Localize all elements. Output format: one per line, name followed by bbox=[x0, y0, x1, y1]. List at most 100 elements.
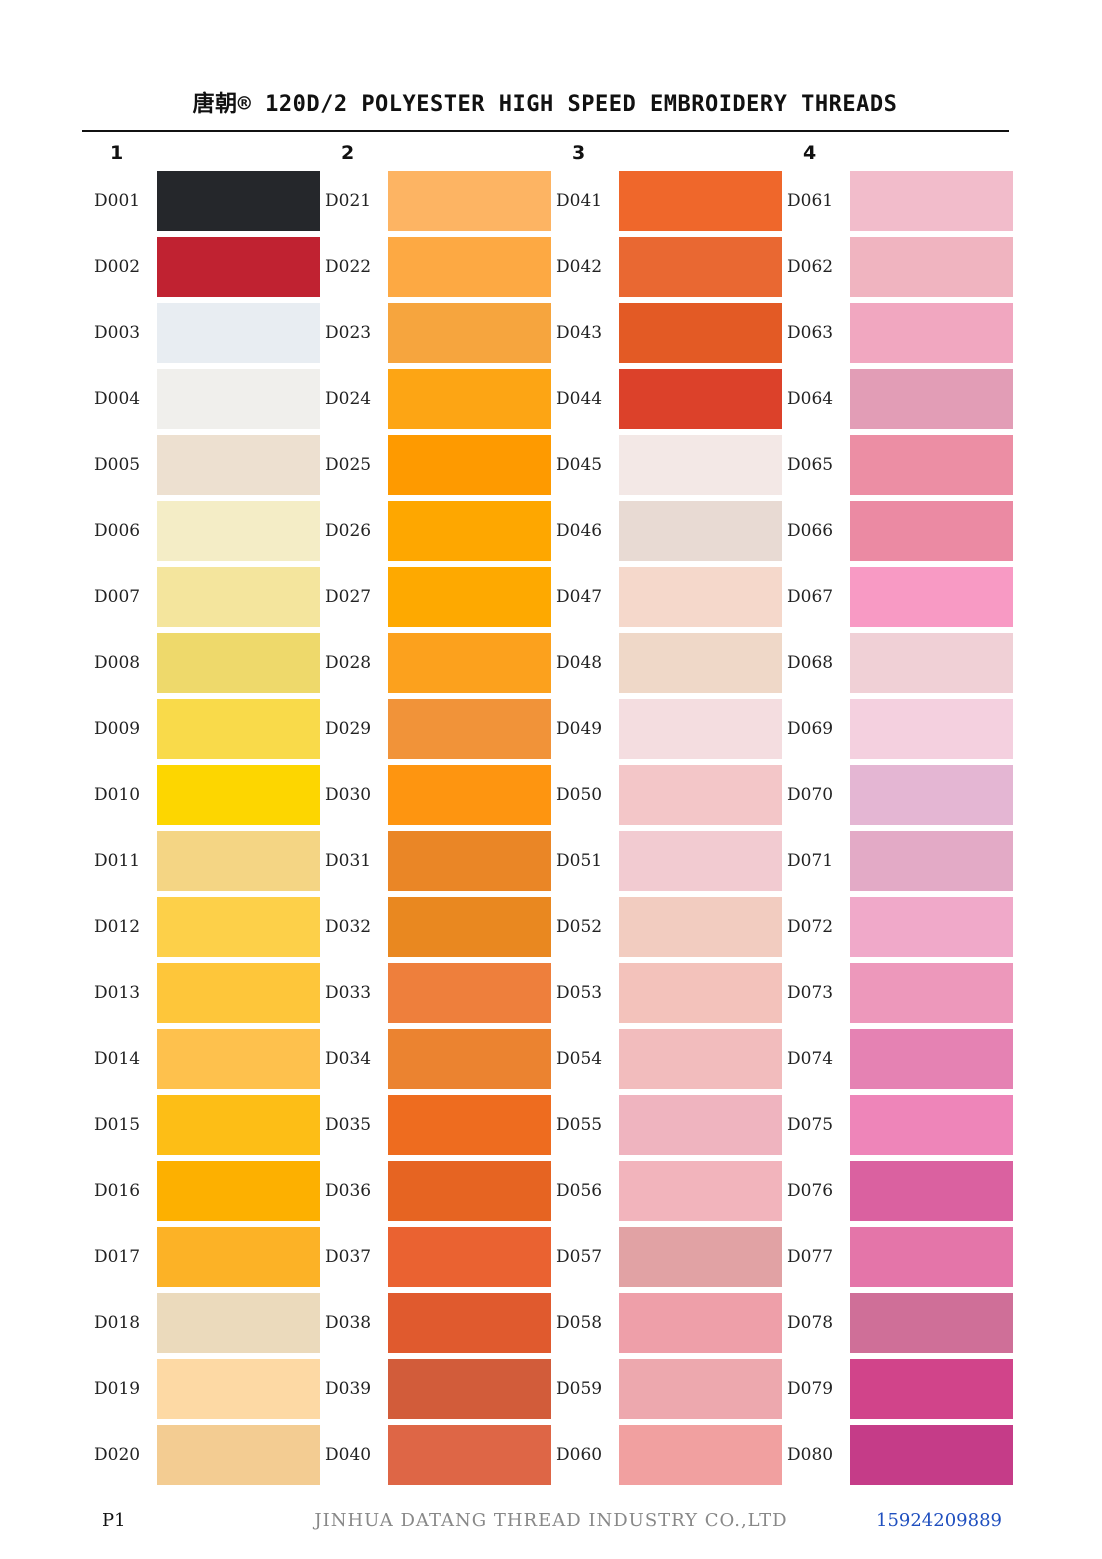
color-code: D051 bbox=[556, 851, 603, 871]
color-code: D058 bbox=[556, 1313, 603, 1333]
swatch-row: D061 bbox=[787, 171, 1019, 231]
color-code: D068 bbox=[787, 653, 834, 673]
swatch-row: D058 bbox=[556, 1293, 788, 1353]
color-swatch bbox=[157, 237, 320, 297]
color-swatch bbox=[388, 897, 551, 957]
color-code: D022 bbox=[325, 257, 372, 277]
color-swatch bbox=[619, 171, 782, 231]
color-code: D018 bbox=[94, 1313, 141, 1333]
color-code: D045 bbox=[556, 455, 603, 475]
color-code: D075 bbox=[787, 1115, 834, 1135]
color-code: D007 bbox=[94, 587, 141, 607]
swatch-row: D067 bbox=[787, 567, 1019, 627]
color-code: D006 bbox=[94, 521, 141, 541]
color-code: D028 bbox=[325, 653, 372, 673]
page-number: P1 bbox=[102, 1510, 126, 1531]
color-swatch bbox=[388, 435, 551, 495]
color-swatch bbox=[157, 831, 320, 891]
swatch-row: D007 bbox=[94, 567, 326, 627]
swatch-row: D017 bbox=[94, 1227, 326, 1287]
color-code: D017 bbox=[94, 1247, 141, 1267]
color-code: D076 bbox=[787, 1181, 834, 1201]
swatch-row: D079 bbox=[787, 1359, 1019, 1419]
swatch-row: D039 bbox=[325, 1359, 557, 1419]
color-swatch bbox=[388, 1095, 551, 1155]
color-code: D012 bbox=[94, 917, 141, 937]
color-swatch bbox=[619, 1227, 782, 1287]
swatch-row: D056 bbox=[556, 1161, 788, 1221]
swatch-row: D019 bbox=[94, 1359, 326, 1419]
color-code: D079 bbox=[787, 1379, 834, 1399]
color-code: D061 bbox=[787, 191, 834, 211]
color-code: D002 bbox=[94, 257, 141, 277]
color-code: D003 bbox=[94, 323, 141, 343]
color-swatch bbox=[388, 1425, 551, 1485]
color-code: D060 bbox=[556, 1445, 603, 1465]
swatch-row: D080 bbox=[787, 1425, 1019, 1485]
swatch-row: D030 bbox=[325, 765, 557, 825]
page-title: 唐朝® 120D/2 POLYESTER HIGH SPEED EMBROIDE… bbox=[192, 92, 898, 117]
swatch-row: D033 bbox=[325, 963, 557, 1023]
swatch-row: D018 bbox=[94, 1293, 326, 1353]
color-code: D063 bbox=[787, 323, 834, 343]
color-swatch bbox=[619, 765, 782, 825]
swatch-row: D047 bbox=[556, 567, 788, 627]
color-code: D062 bbox=[787, 257, 834, 277]
color-swatch bbox=[157, 765, 320, 825]
color-code: D080 bbox=[787, 1445, 834, 1465]
color-code: D011 bbox=[94, 851, 141, 871]
color-code: D041 bbox=[556, 191, 603, 211]
color-code: D015 bbox=[94, 1115, 141, 1135]
color-swatch bbox=[157, 897, 320, 957]
color-swatch bbox=[850, 1029, 1013, 1089]
color-swatch bbox=[850, 1425, 1013, 1485]
color-code: D072 bbox=[787, 917, 834, 937]
swatch-row: D043 bbox=[556, 303, 788, 363]
color-swatch bbox=[619, 567, 782, 627]
swatch-row: D031 bbox=[325, 831, 557, 891]
swatch-row: D024 bbox=[325, 369, 557, 429]
color-swatch bbox=[388, 963, 551, 1023]
color-swatch bbox=[619, 435, 782, 495]
color-code: D025 bbox=[325, 455, 372, 475]
swatch-row: D040 bbox=[325, 1425, 557, 1485]
color-swatch bbox=[157, 1359, 320, 1419]
swatch-row: D055 bbox=[556, 1095, 788, 1155]
color-swatch bbox=[619, 831, 782, 891]
color-swatch bbox=[157, 963, 320, 1023]
color-code: D038 bbox=[325, 1313, 372, 1333]
color-code: D043 bbox=[556, 323, 603, 343]
color-code: D067 bbox=[787, 587, 834, 607]
color-swatch bbox=[157, 435, 320, 495]
color-swatch bbox=[388, 831, 551, 891]
color-swatch bbox=[619, 237, 782, 297]
swatch-row: D048 bbox=[556, 633, 788, 693]
swatch-row: D014 bbox=[94, 1029, 326, 1089]
color-code: D014 bbox=[94, 1049, 141, 1069]
color-swatch bbox=[388, 699, 551, 759]
color-code: D059 bbox=[556, 1379, 603, 1399]
color-code: D020 bbox=[94, 1445, 141, 1465]
swatch-row: D066 bbox=[787, 501, 1019, 561]
color-swatch bbox=[850, 1227, 1013, 1287]
color-swatch bbox=[850, 567, 1013, 627]
color-swatch bbox=[388, 633, 551, 693]
swatch-row: D012 bbox=[94, 897, 326, 957]
phone-number: 15924209889 bbox=[876, 1510, 1002, 1531]
swatch-row: D008 bbox=[94, 633, 326, 693]
swatch-row: D009 bbox=[94, 699, 326, 759]
color-code: D069 bbox=[787, 719, 834, 739]
color-swatch bbox=[157, 699, 320, 759]
swatch-row: D022 bbox=[325, 237, 557, 297]
color-swatch bbox=[157, 567, 320, 627]
swatch-row: D016 bbox=[94, 1161, 326, 1221]
swatch-row: D037 bbox=[325, 1227, 557, 1287]
color-swatch bbox=[619, 501, 782, 561]
color-code: D008 bbox=[94, 653, 141, 673]
color-swatch bbox=[850, 1293, 1013, 1353]
swatch-row: D078 bbox=[787, 1293, 1019, 1353]
swatch-row: D076 bbox=[787, 1161, 1019, 1221]
color-code: D034 bbox=[325, 1049, 372, 1069]
color-code: D030 bbox=[325, 785, 372, 805]
color-swatch bbox=[157, 1029, 320, 1089]
